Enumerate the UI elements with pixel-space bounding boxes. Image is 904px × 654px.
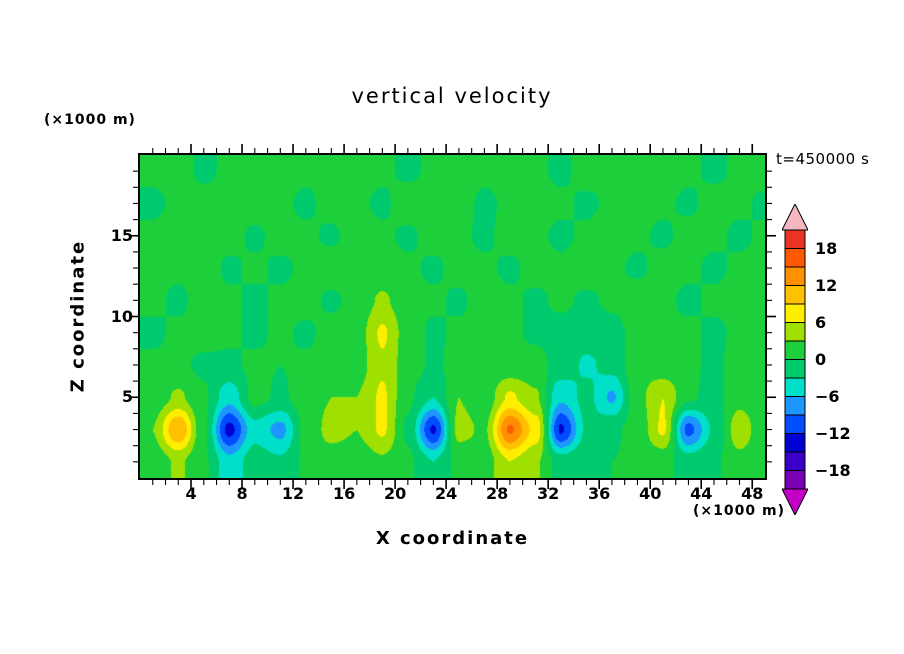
- x-tick-label: 36: [588, 484, 611, 503]
- plot-frame: [138, 153, 767, 480]
- colorbar-label: 6: [815, 312, 827, 332]
- x-axis-unit-label: (×1000 m): [693, 503, 785, 519]
- y-axis-label: Z coordinate: [67, 239, 89, 393]
- x-tick-label: 28: [486, 484, 509, 503]
- colorbar-band: [784, 377, 806, 397]
- colorbar-arrow-up: [782, 204, 808, 231]
- colorbar-label: 12: [815, 275, 838, 295]
- colorbar-band: [784, 359, 806, 379]
- x-axis-label: X coordinate: [375, 528, 530, 549]
- y-axis-unit-label: (×1000 m): [44, 112, 136, 128]
- colorbar-band: [784, 248, 806, 268]
- x-tick-label: 8: [236, 484, 248, 503]
- colorbar: [782, 204, 808, 515]
- x-tick-label: 16: [332, 484, 356, 503]
- x-tick-label: 20: [383, 484, 407, 503]
- colorbar-band: [784, 396, 806, 416]
- colorbar-band: [784, 470, 806, 490]
- x-tick-label: 44: [690, 484, 713, 503]
- colorbar-band: [784, 303, 806, 323]
- colorbar-label: −18: [815, 460, 851, 480]
- colorbar-label: 0: [815, 349, 827, 369]
- colorbar-label: 18: [815, 238, 838, 258]
- colorbar-band: [784, 340, 806, 360]
- chart-title: vertical velocity: [351, 84, 553, 108]
- colorbar-label: −6: [815, 386, 840, 406]
- y-tick-label: 15: [110, 225, 133, 245]
- y-tick-label: 10: [110, 306, 133, 326]
- colorbar-band: [784, 414, 806, 434]
- colorbar-arrow-down: [782, 488, 808, 515]
- contour-field-canvas: [140, 155, 765, 478]
- y-tick-label: 5: [121, 387, 133, 407]
- x-tick-label: 48: [741, 484, 764, 503]
- colorbar-band: [784, 433, 806, 453]
- colorbar-band: [784, 451, 806, 471]
- colorbar-label: −12: [815, 423, 851, 443]
- colorbar-band: [784, 322, 806, 342]
- x-tick-label: 4: [185, 484, 197, 503]
- x-tick-label: 12: [281, 484, 305, 503]
- x-tick-label: 32: [537, 484, 560, 503]
- x-tick-label: 40: [639, 484, 662, 503]
- colorbar-band: [784, 285, 806, 305]
- colorbar-band: [784, 229, 806, 249]
- time-label: t=450000 s: [776, 150, 870, 168]
- x-tick-label: 24: [434, 484, 458, 503]
- colorbar-band: [784, 266, 806, 286]
